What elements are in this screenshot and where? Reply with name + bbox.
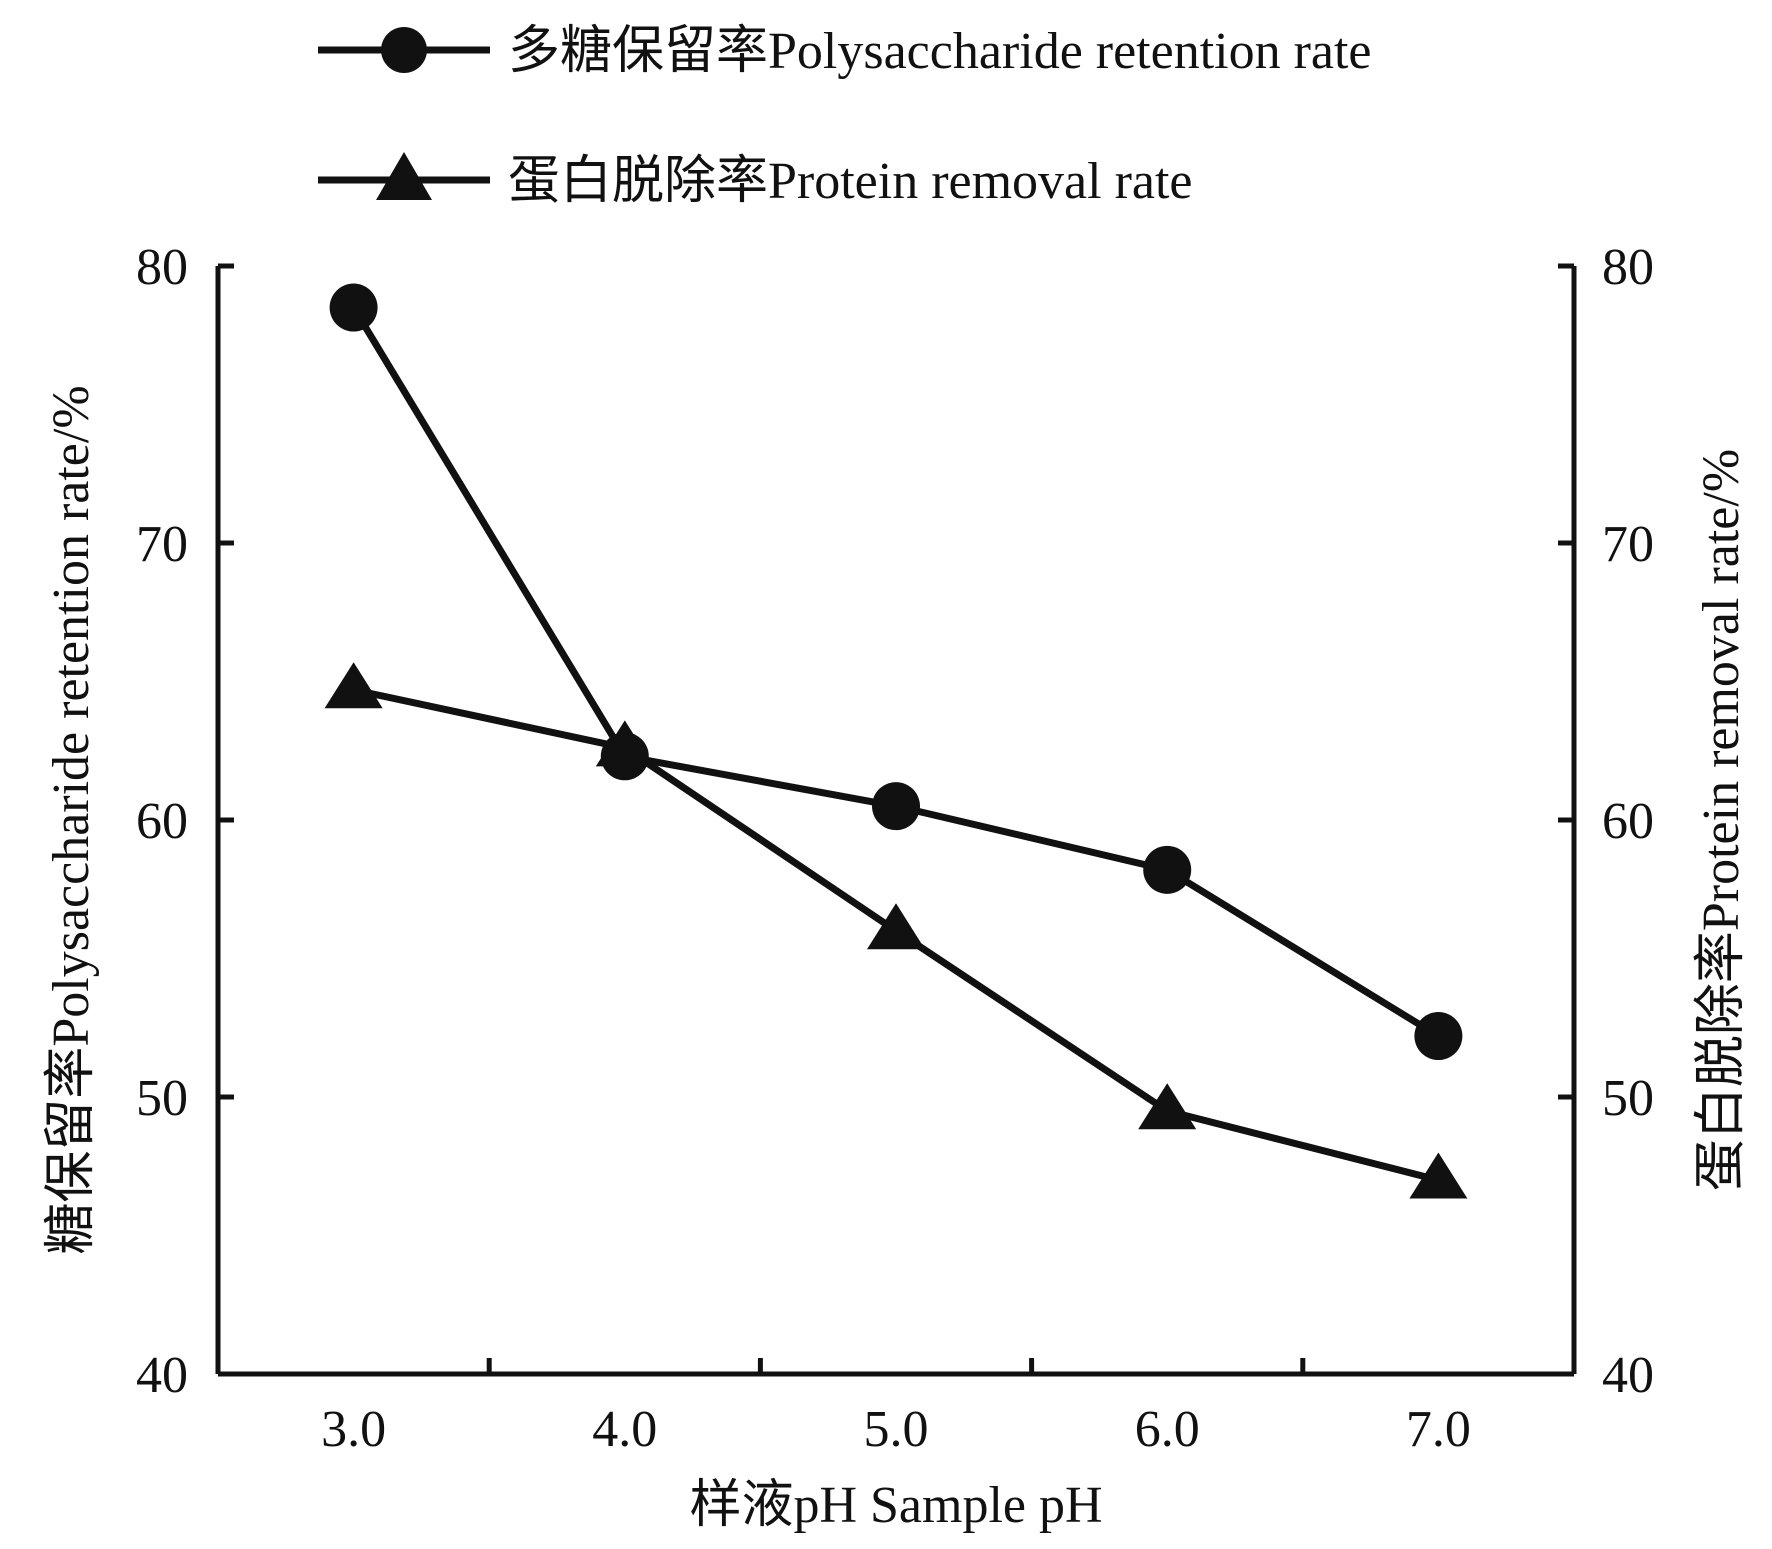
x-tick-label: 5.0 [864,1401,929,1458]
right-y-tick-label: 60 [1602,793,1654,850]
x-ticks: 3.0 4.0 5.0 6.0 7.0 [321,1358,1471,1458]
left-y-tick-label: 80 [136,239,188,296]
data-point-triangle [595,720,654,767]
x-axis-title: 样液pH Sample pH [689,1477,1102,1534]
legend-marker-triangle [376,152,432,200]
left-y-tick-label: 70 [136,516,188,573]
legend: 多糖保留率Polysaccharide retention rate 蛋白脱除率… [318,23,1372,210]
legend-item-protein: 蛋白脱除率Protein removal rate [318,152,1193,210]
legend-item-polysaccharide: 多糖保留率Polysaccharide retention rate [318,23,1372,80]
left-y-ticks: 40 50 60 70 80 [136,239,234,1404]
data-point-triangle [867,903,925,950]
left-y-tick-label: 50 [136,1070,188,1127]
series-protein [324,662,1468,1199]
legend-label-protein: 蛋白脱除率Protein removal rate [508,153,1193,210]
left-y-tick-label: 40 [136,1347,188,1404]
data-point-triangle [1409,1152,1468,1199]
data-point-circle [1143,845,1192,894]
x-tick-label: 4.0 [592,1401,657,1458]
legend-label-polysaccharide: 多糖保留率Polysaccharide retention rate [508,23,1372,80]
right-y-tick-label: 70 [1602,516,1654,573]
series-layer [324,283,1468,1199]
x-tick-label: 7.0 [1406,1401,1471,1458]
data-point-circle [872,782,920,831]
right-y-tick-label: 80 [1602,239,1654,296]
x-tick-label: 3.0 [321,1401,386,1458]
data-point-circle [1414,1012,1463,1061]
data-point-triangle [1138,1083,1197,1130]
data-point-triangle [324,662,383,709]
series-polysaccharide [329,283,1463,1061]
right-y-axis-title: 蛋白脱除率Protein removal rate/% [1693,449,1750,1191]
x-tick-label: 6.0 [1135,1401,1200,1458]
right-y-tick-label: 40 [1602,1347,1654,1404]
left-y-tick-label: 60 [136,793,188,850]
legend-marker-circle [381,27,427,73]
left-y-axis-title: 糖保留率Polysaccharide retention rate/% [43,385,100,1254]
data-point-circle [329,283,378,332]
right-y-tick-label: 50 [1602,1070,1654,1127]
right-y-ticks: 40 50 60 70 80 [1558,239,1654,1404]
